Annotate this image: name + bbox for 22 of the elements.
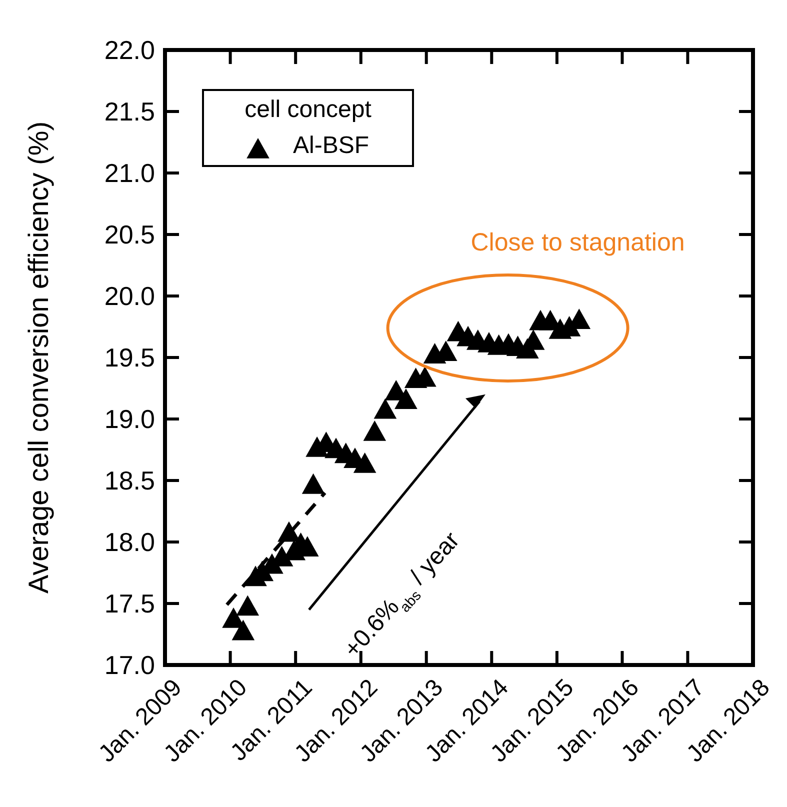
point bbox=[374, 398, 397, 419]
y-tick-label: 21.0 bbox=[104, 158, 155, 188]
annotation: Close to stagnation bbox=[470, 228, 685, 256]
y-tick-label: 18.0 bbox=[104, 527, 155, 558]
y-axis-title: Average cell conversion efficiency (%) bbox=[23, 121, 54, 594]
point bbox=[232, 620, 255, 640]
y-tick-label: 22.0 bbox=[104, 35, 155, 66]
y-tick-label: 17.0 bbox=[104, 650, 155, 680]
y-tick-label: 21.5 bbox=[104, 96, 155, 127]
y-tick-label: 19.5 bbox=[104, 342, 155, 373]
point bbox=[302, 473, 325, 494]
point bbox=[353, 452, 376, 473]
y-tick-label: 19.0 bbox=[104, 404, 155, 434]
point bbox=[236, 595, 260, 616]
point bbox=[394, 388, 418, 409]
y-tick-label: 18.5 bbox=[104, 466, 155, 496]
legend-title: cell concept bbox=[244, 96, 372, 123]
point bbox=[363, 420, 386, 441]
y-tick-label: 17.5 bbox=[104, 588, 155, 619]
y-tick-label: 20.0 bbox=[104, 281, 155, 312]
y-tick-label: 20.5 bbox=[104, 220, 155, 250]
legend-label: Al-BSF bbox=[293, 132, 370, 160]
